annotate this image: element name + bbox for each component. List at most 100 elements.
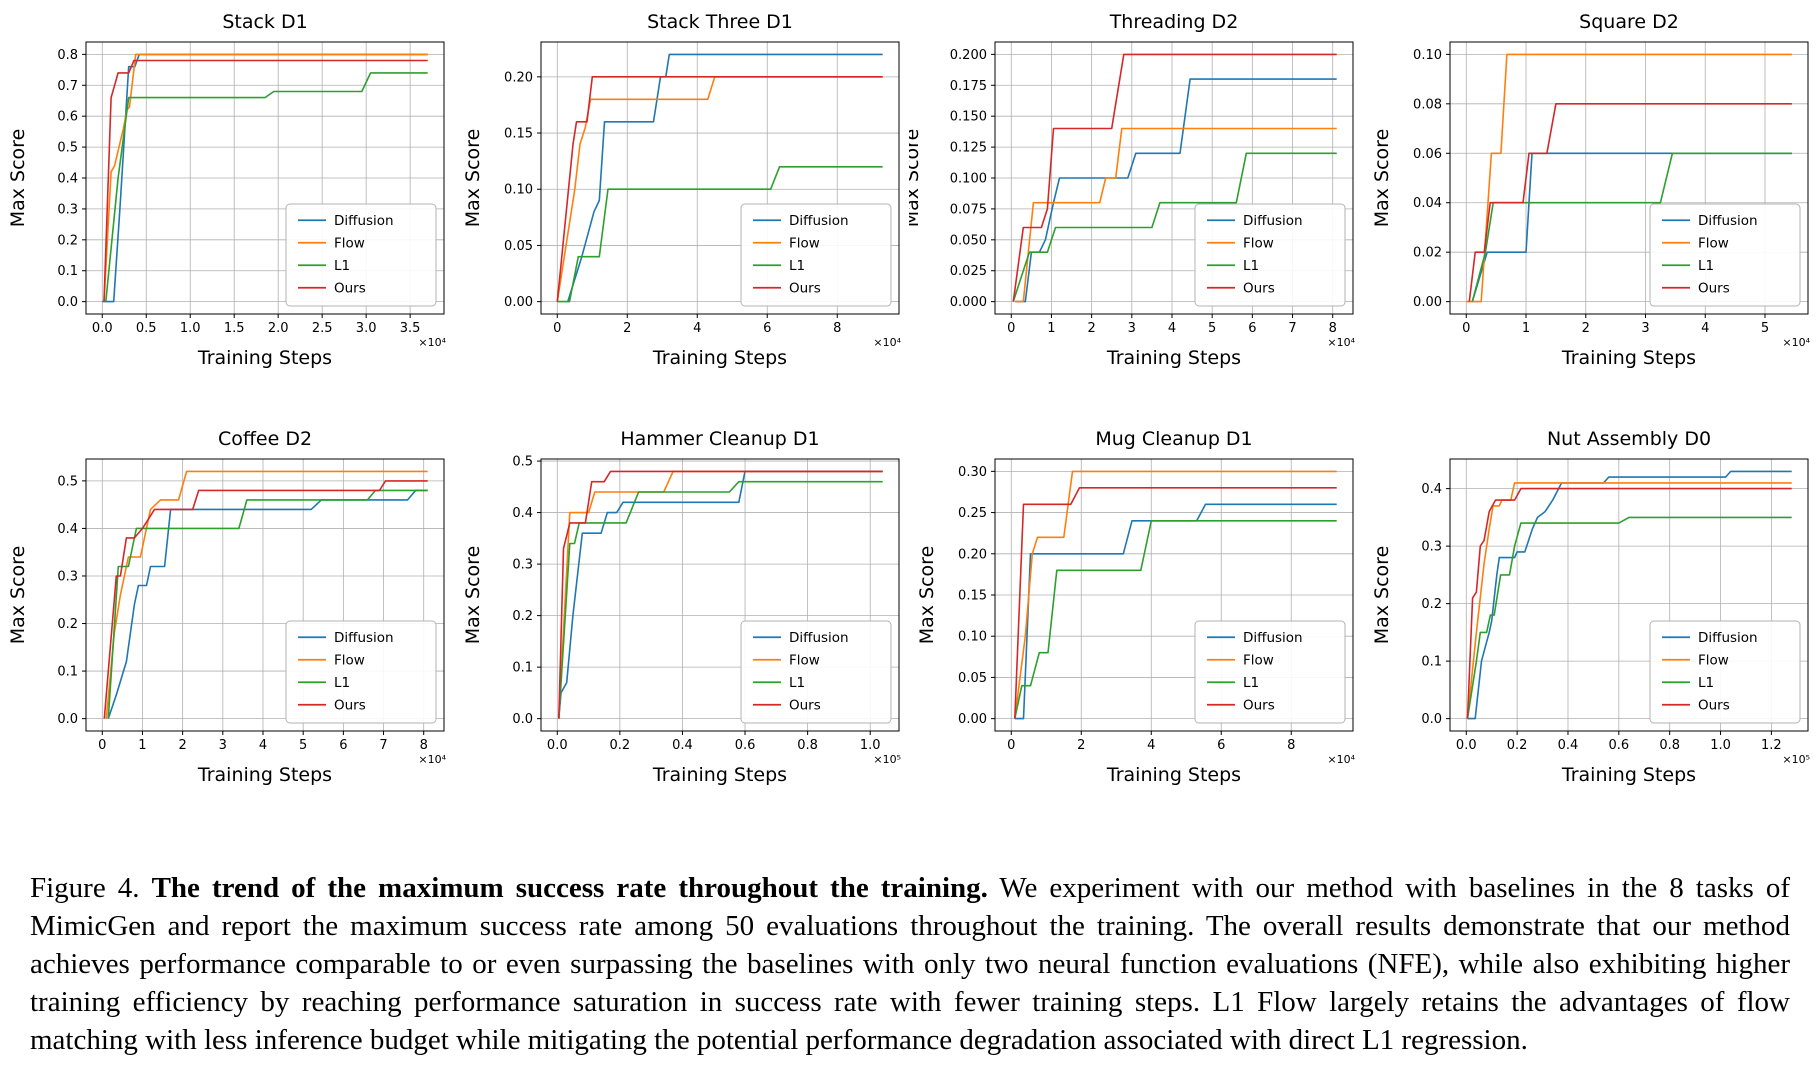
x-axis-label: Training Steps (1560, 347, 1695, 369)
plot-area (1465, 53, 1792, 303)
y-tick-label: 0.05 (504, 239, 533, 254)
x-axis-label: Training Steps (1106, 764, 1241, 786)
y-tick-label: 0.3 (57, 569, 78, 584)
legend-label-l1: L1 (1698, 675, 1714, 691)
y-tick-label: 0.6 (57, 110, 78, 125)
y-tick-label: 0.20 (958, 547, 987, 562)
legend: Diffusion Flow L1 Ours (285, 620, 437, 724)
y-axis-label: Max Score (7, 546, 29, 645)
x-axis-label: Training Steps (651, 764, 786, 786)
y-tick-label: 0.4 (57, 522, 78, 537)
y-axis-label: Max Score (1371, 129, 1393, 228)
chart-title: Hammer Cleanup D1 (620, 428, 819, 450)
x-axis-label: Training Steps (197, 347, 332, 369)
x-tick-label: 0.6 (734, 738, 755, 753)
legend-label-flow: Flow (1243, 652, 1274, 668)
y-tick-label: 0.0 (57, 712, 78, 727)
x-axis-label: Training Steps (197, 764, 332, 786)
y-tick-label: 0.0 (512, 712, 533, 727)
x-tick-label: 8 (420, 738, 428, 753)
y-tick-label: 0.7 (57, 79, 78, 94)
legend-label-ours: Ours (1698, 697, 1730, 713)
plot-area (556, 53, 883, 303)
chart-title: Square D2 (1579, 11, 1679, 33)
x-axis-offset-text: ×10⁴ (1782, 336, 1810, 349)
y-tick-label: 0.06 (1413, 147, 1442, 162)
x-tick-label: 8 (1329, 321, 1337, 336)
x-axis-offset-text: ×10⁴ (1327, 753, 1355, 766)
axes-frame (540, 458, 899, 732)
legend-label-flow: Flow (334, 652, 365, 668)
x-tick-label: 0 (98, 738, 106, 753)
legend-label-diffusion: Diffusion (789, 630, 849, 646)
x-tick-label: 3.5 (400, 321, 421, 336)
x-tick-label: 0.8 (797, 738, 818, 753)
series-line-ours (556, 76, 883, 302)
legend-label-flow: Flow (789, 235, 820, 251)
x-axis-offset-text: ×10⁵ (873, 753, 901, 766)
y-tick-label: 0.10 (504, 183, 533, 198)
chart-cell-nut-assembly-d0: 0.0 0.2 0.4 0.6 0.8 1.0 1.2 0.0 0.1 0.2 0.3 0.4 ×10⁵… (1364, 425, 1818, 793)
chart-cell-square-d2: 0 1 2 3 4 5 0.00 0.02 0.04 0.06 0.08 0.10 ×10⁴ Square… (1364, 8, 1818, 376)
y-tick-label: 0.02 (1413, 246, 1442, 261)
x-tick-label: 5 (299, 738, 307, 753)
legend: Diffusion Flow L1 Ours (740, 203, 891, 307)
y-axis-label: Max Score (462, 129, 484, 228)
legend-label-l1: L1 (334, 258, 350, 274)
x-tick-label: 8 (1287, 738, 1295, 753)
chart-threading-d2: 0 1 2 3 4 5 6 7 8 0.000 0.025 0.050 0.075 0.100 0.125 0… (909, 11, 1356, 369)
plot-area (103, 470, 428, 719)
legend-label-flow: Flow (1698, 235, 1729, 251)
x-tick-label: 5 (1760, 321, 1768, 336)
y-tick-label: 0.10 (958, 630, 987, 645)
x-tick-label: 0.4 (1557, 738, 1578, 753)
legend-label-ours: Ours (334, 280, 366, 296)
y-tick-label: 0.2 (57, 617, 78, 632)
y-tick-label: 0.050 (950, 233, 987, 248)
x-tick-label: 0 (553, 321, 561, 336)
y-tick-label: 0.10 (1413, 48, 1442, 63)
series-line-diffusion (1014, 503, 1337, 720)
x-tick-label: 7 (1288, 321, 1296, 336)
legend-label-l1: L1 (789, 675, 805, 691)
chart-cell-stack-three-d1: 0 2 4 6 8 0.00 0.05 0.10 0.15 0.20 ×10⁴ Stack Three… (455, 8, 909, 376)
chart-title: Nut Assembly D0 (1546, 428, 1710, 450)
y-tick-label: 0.200 (950, 48, 987, 63)
y-axis-label: Max Score (1371, 546, 1393, 645)
y-axis-label: Max Score (909, 129, 923, 228)
series-line-l1 (1014, 520, 1337, 719)
series-line-flow (1466, 482, 1792, 719)
chart-cell-mug-cleanup-d1: 0 2 4 6 8 0.00 0.05 0.10 0.15 0.20 0.25 0.30 ×10⁴ Mug… (909, 425, 1363, 793)
x-tick-label: 4 (1168, 321, 1176, 336)
y-tick-label: 0.150 (950, 110, 987, 125)
y-tick-label: 0.05 (958, 671, 987, 686)
legend-box (1649, 620, 1800, 724)
x-tick-label: 6 (1248, 321, 1256, 336)
y-axis-label: Max Score (462, 546, 484, 645)
figure-caption: Figure 4. The trend of the maximum succe… (30, 869, 1790, 1059)
legend-label-diffusion: Diffusion (789, 213, 849, 229)
chart-cell-stack-d1: 0.0 0.5 1.0 1.5 2.0 2.5 3.0 3.5 0.0 0.1 0.2 0.3 0.4 0… (0, 8, 454, 376)
x-tick-label: 4 (259, 738, 267, 753)
series-line-diffusion (1471, 152, 1792, 302)
series-line-diffusion (107, 489, 428, 719)
y-tick-label: 0.3 (57, 202, 78, 217)
x-axis-label: Training Steps (1106, 347, 1241, 369)
y-tick-label: 0.1 (512, 661, 533, 676)
x-tick-label: 2 (1581, 321, 1589, 336)
legend-label-diffusion: Diffusion (334, 630, 394, 646)
x-axis-label: Training Steps (651, 347, 786, 369)
caption-figure-label: Figure 4. (30, 872, 152, 904)
legend: Diffusion Flow L1 Ours (1194, 620, 1346, 724)
y-tick-label: 0.00 (504, 295, 533, 310)
legend-label-flow: Flow (334, 235, 365, 251)
series-line-ours (1466, 487, 1792, 719)
x-axis-offset-text: ×10⁵ (1782, 753, 1810, 766)
series-line-ours (103, 59, 428, 302)
chart-title: Threading D2 (1109, 11, 1239, 33)
x-tick-label: 6 (339, 738, 347, 753)
x-axis-offset-text: ×10⁴ (418, 336, 446, 349)
x-tick-label: 2.0 (268, 321, 289, 336)
series-line-ours (1014, 486, 1337, 719)
y-tick-label: 0.1 (57, 665, 78, 680)
